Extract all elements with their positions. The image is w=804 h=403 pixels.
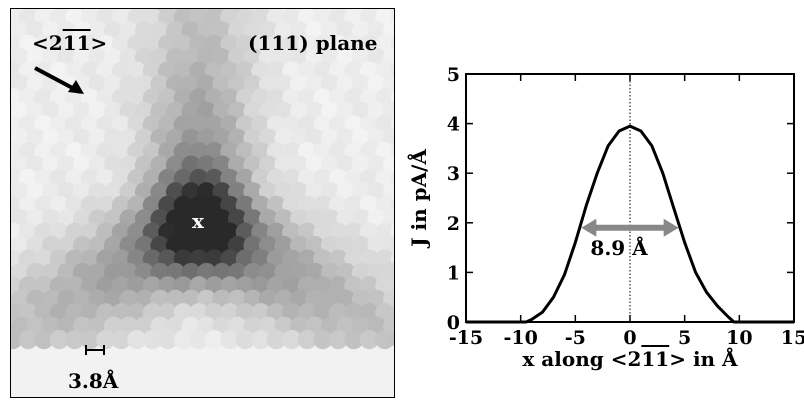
hex-grid xyxy=(10,8,395,398)
lattice-site xyxy=(266,330,286,350)
x-tick-label: 0 xyxy=(623,327,636,349)
x-tick-label: 5 xyxy=(678,327,691,349)
x-tick-label: -10 xyxy=(504,327,538,349)
lattice-site xyxy=(49,330,69,350)
lattice-site xyxy=(328,330,348,350)
y-tick-label: 4 xyxy=(447,114,460,136)
y-tick-label: 5 xyxy=(447,64,460,86)
direction-arrow-icon xyxy=(68,80,84,94)
lattice-site xyxy=(127,330,147,350)
current-profile-line xyxy=(466,124,794,324)
chart-svg: -15 -10 -5 0 5 10 15 0 1 2 3 4 5 8.9 Å J in pA/Å x alon… xyxy=(407,64,804,371)
x-tick-label: -5 xyxy=(565,327,586,349)
lattice-site xyxy=(158,330,178,350)
lattice-image-panel: <211> (111) plane x 3.8Å xyxy=(10,8,395,398)
lattice-image: <211> (111) plane x 3.8Å xyxy=(10,8,395,398)
fwhm-arrowhead-right xyxy=(663,218,679,237)
lattice-site xyxy=(344,330,364,350)
lattice-site xyxy=(173,330,193,350)
y-tick-label: 3 xyxy=(447,163,460,185)
current-profile-chart: -15 -10 -5 0 5 10 15 0 1 2 3 4 5 8.9 Å J in pA/Å x alon… xyxy=(407,50,804,395)
lattice-site xyxy=(80,330,100,350)
lattice-site xyxy=(18,330,38,350)
fwhm-label: 8.9 Å xyxy=(590,236,648,260)
lattice-site xyxy=(390,331,395,348)
fwhm-arrowhead-left xyxy=(581,218,597,237)
center-marker: x xyxy=(192,209,205,233)
lattice-site xyxy=(65,330,85,350)
lattice-site xyxy=(313,330,333,350)
lattice-site xyxy=(359,330,379,350)
lattice-site xyxy=(204,330,224,350)
y-tick-label: 2 xyxy=(447,213,460,235)
lattice-site xyxy=(111,330,131,350)
image-frame xyxy=(10,8,395,398)
plane-label: (111) plane xyxy=(248,31,377,55)
lattice-site xyxy=(251,330,271,350)
x-axis-label: x along <211> in Å xyxy=(522,347,738,371)
x-tick-label: 15 xyxy=(781,327,804,349)
lattice-site xyxy=(220,330,240,350)
lattice-site xyxy=(10,330,23,350)
y-axis-label: J in pA/Å xyxy=(407,149,431,249)
lattice-site xyxy=(375,330,395,350)
lattice-site xyxy=(142,330,162,350)
lattice-site xyxy=(282,330,302,350)
y-tick-label: 0 xyxy=(447,312,460,334)
lattice-site xyxy=(235,330,255,350)
x-tick-label: -15 xyxy=(449,327,483,349)
lattice-site xyxy=(297,330,317,350)
scale-label: 3.8Å xyxy=(68,369,119,393)
direction-label: <211> xyxy=(32,31,107,55)
x-tick-label: 10 xyxy=(726,327,752,349)
lattice-site xyxy=(189,330,209,350)
lattice-site xyxy=(96,330,116,350)
lattice-site xyxy=(34,330,54,350)
y-tick-label: 1 xyxy=(447,262,460,284)
